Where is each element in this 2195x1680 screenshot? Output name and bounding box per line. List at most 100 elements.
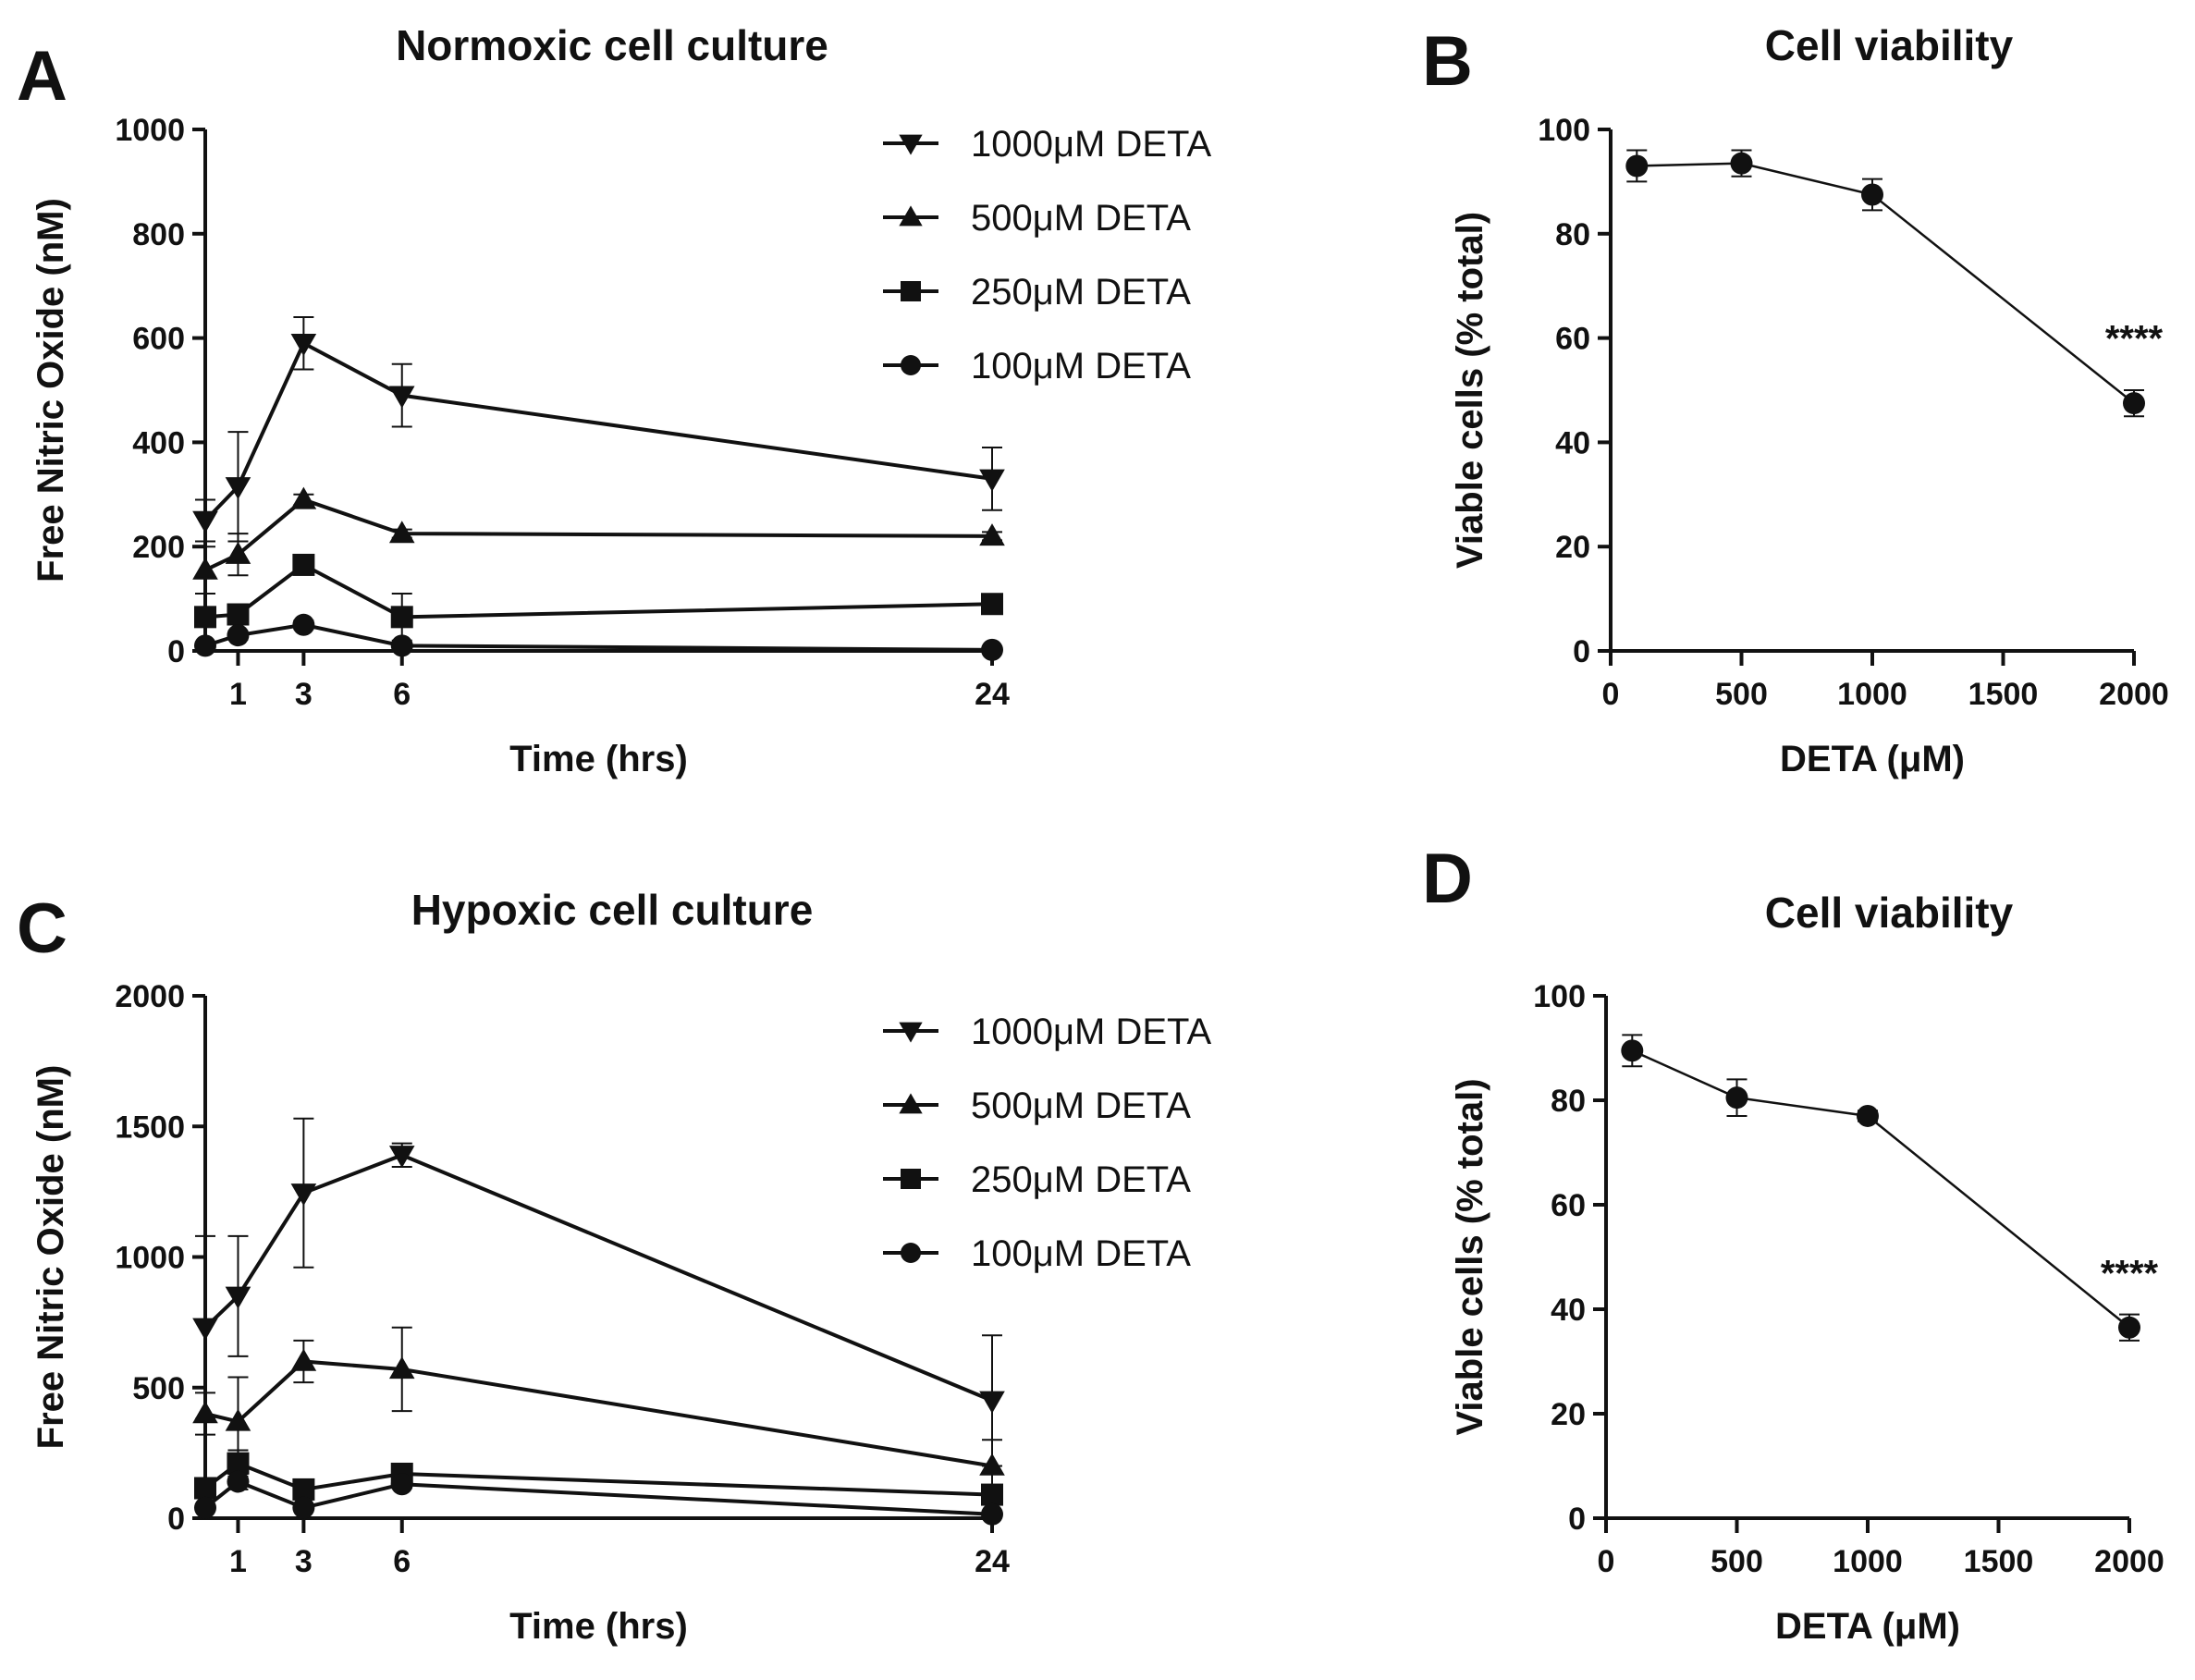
x-axis-label: Time (hrs): [509, 739, 688, 779]
y-tick-label: 100: [1533, 979, 1586, 1014]
x-tick-label: 3: [295, 677, 313, 712]
series-3: [194, 613, 1003, 661]
series-line: [204, 1359, 993, 1468]
series-0: [1621, 1034, 2140, 1342]
panel-a: A Normoxic cell culture 0 200 400 600 800 1000 1…: [17, 21, 1211, 779]
x-axis-label: DETA (μM): [1775, 1606, 1960, 1647]
data-point: [225, 1286, 251, 1309]
series-line: [204, 562, 993, 619]
x-axis-label: DETA (μM): [1780, 739, 1965, 779]
y-tick-label: 40: [1555, 425, 1590, 460]
x-tick-label: 500: [1711, 1544, 1763, 1579]
y-tick-label: 20: [1551, 1397, 1586, 1432]
data-point: [388, 521, 415, 544]
y-axis-label: Viable cells (% total): [1450, 212, 1490, 569]
data-point: [388, 1356, 415, 1380]
x-tick-label: 1: [229, 1544, 247, 1579]
x-tick-label: 2000: [2094, 1544, 2164, 1579]
series-line: [203, 340, 993, 522]
y-tick-label: 600: [132, 322, 185, 357]
data-point: [194, 634, 216, 657]
data-point: [292, 1496, 315, 1519]
x-tick-label: 1000: [1837, 677, 1907, 712]
data-point: [292, 553, 315, 576]
data-point: [388, 1146, 415, 1169]
series-3: [194, 1470, 1003, 1526]
series-0: [1625, 149, 2145, 418]
x-tick-label: 0: [1598, 1544, 1615, 1579]
y-tick-label: 500: [132, 1371, 185, 1406]
x-axis-label: Time (hrs): [509, 1606, 688, 1647]
legend-marker: [901, 1243, 921, 1263]
legend-marker: [901, 355, 921, 375]
data-point: [225, 541, 251, 564]
x-tick-label: 0: [1602, 677, 1620, 712]
data-point: [290, 1183, 317, 1207]
panel-c: C Hypoxic cell culture 0 500 1000 1500 2000 1 3 6…: [17, 886, 1211, 1647]
panel-letter: D: [1422, 840, 1473, 918]
legend-entry: 1000μM DETA: [971, 124, 1211, 165]
panel-letter: C: [17, 889, 67, 968]
data-point: [290, 486, 317, 509]
data-point: [390, 634, 413, 657]
legend: 1000μM DETA 500μM DETA 250μM DETA 100μM DET…: [883, 1012, 1211, 1274]
x-tick-label: 24: [975, 1544, 1010, 1579]
x-tick-label: 1500: [1968, 677, 2039, 712]
data-point: [225, 477, 251, 500]
series-line: [1637, 162, 2135, 405]
series-line: [203, 1461, 993, 1497]
data-point: [981, 638, 1003, 661]
chart-title: Cell viability: [1765, 889, 2014, 937]
series-1: [192, 486, 1005, 595]
data-point: [979, 1391, 1005, 1414]
data-point: [227, 1452, 250, 1475]
data-point: [981, 593, 1003, 616]
data-point: [194, 1477, 216, 1500]
legend-entry: 250μM DETA: [971, 272, 1191, 313]
legend-entry: 500μM DETA: [971, 198, 1191, 239]
data-point: [981, 1483, 1003, 1506]
x-tick-label: 6: [393, 677, 411, 712]
y-tick-label: 1500: [115, 1110, 185, 1145]
legend-marker: [899, 205, 923, 227]
data-point: [979, 523, 1005, 546]
data-point: [1857, 1104, 1879, 1127]
y-axis-label: Viable cells (% total): [1450, 1078, 1490, 1435]
series-line: [204, 497, 993, 572]
chart-title: Hypoxic cell culture: [411, 886, 814, 934]
legend-marker: [899, 134, 923, 155]
y-tick-label: 0: [167, 1502, 185, 1537]
significance-annotation: ****: [2105, 319, 2164, 360]
data-point: [1725, 1086, 1748, 1110]
data-point: [390, 606, 413, 629]
y-axis-label: Free Nitric Oxide (nM): [31, 198, 71, 582]
legend-marker: [899, 1022, 923, 1043]
y-tick-label: 0: [1568, 1502, 1586, 1537]
data-point: [290, 1348, 317, 1371]
data-point: [227, 1470, 250, 1493]
y-tick-label: 400: [132, 425, 185, 460]
legend-entry: 500μM DETA: [971, 1085, 1191, 1126]
data-point: [1861, 183, 1883, 206]
series-line: [204, 622, 993, 652]
y-tick-label: 200: [132, 530, 185, 565]
series-1: [192, 1326, 1005, 1493]
significance-annotation: ****: [2101, 1253, 2159, 1294]
y-tick-label: 0: [1573, 634, 1590, 669]
x-tick-label: 6: [393, 1544, 411, 1579]
data-point: [1621, 1039, 1644, 1062]
y-tick-label: 40: [1551, 1293, 1586, 1328]
y-tick-label: 80: [1555, 217, 1590, 252]
panel-letter: B: [1422, 22, 1473, 101]
y-tick-label: 800: [132, 217, 185, 252]
legend-entry: 100μM DETA: [971, 1233, 1191, 1274]
legend-entry: 250μM DETA: [971, 1159, 1191, 1200]
x-tick-label: 500: [1715, 677, 1768, 712]
data-point: [194, 606, 216, 629]
x-tick-label: 1500: [1964, 1544, 2034, 1579]
chart-title: Normoxic cell culture: [396, 21, 828, 69]
x-tick-label: 1: [229, 677, 247, 712]
